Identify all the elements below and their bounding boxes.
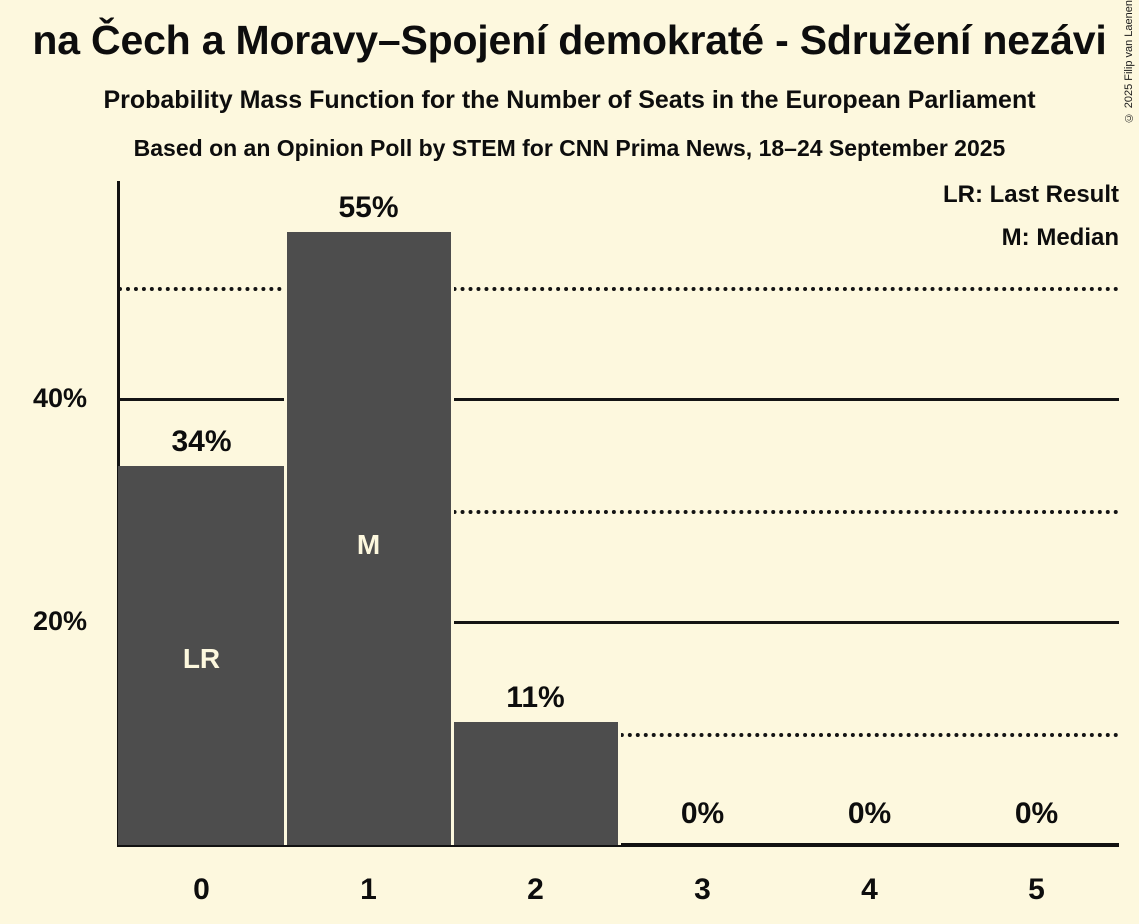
gridline-20 [118,621,1119,624]
x-axis-tick-1: 1 [360,873,377,906]
bar-value-label-4: 0% [847,797,892,830]
gridline-50 [118,286,1119,291]
bar-value-label-3: 0% [680,797,725,830]
bar-value-label-0: 34% [171,424,232,458]
x-axis-tick-5: 5 [1028,873,1045,906]
x-axis-tick-0: 0 [193,873,210,906]
bar-1 [285,231,452,845]
bar-2 [452,722,619,845]
chart-source-note: Based on an Opinion Poll by STEM for CNN… [133,135,1006,161]
bar-separator [618,722,621,845]
median-marker: M [356,529,381,560]
last-result-marker: LR [182,643,221,674]
bar-separator [284,231,287,845]
bar-value-label-2: 11% [506,681,565,715]
gridline-30 [118,509,1119,514]
x-axis-tick-4: 4 [861,873,878,906]
chart-legend: LR: Last Result M: Median [943,183,1119,269]
bar-value-label-5: 0% [1014,797,1059,830]
x-axis-line [117,843,1119,847]
legend-item-median: M: Median [1001,224,1119,251]
chart-subtitle: Probability Mass Function for the Number… [103,86,1036,114]
gridline-40 [118,398,1119,401]
y-axis-tick-40: 40% [32,383,87,413]
bar-value-label-1: 55% [338,190,399,224]
bar-0 [118,465,285,845]
legend-item-last-result: LR: Last Result [942,181,1119,208]
bar-separator [451,231,454,845]
y-axis-tick-20: 20% [32,606,87,636]
page-title: na Čech a Moravy–Spojení demokraté - Sdr… [32,17,1107,63]
x-axis-tick-2: 2 [527,873,544,906]
x-axis-tick-3: 3 [694,873,711,906]
